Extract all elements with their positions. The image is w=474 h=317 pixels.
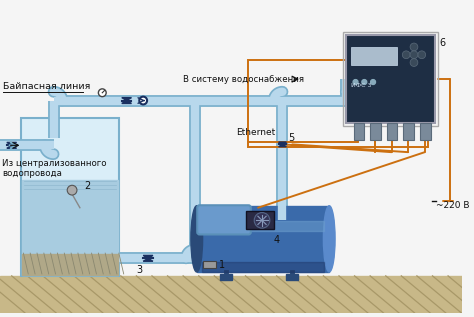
Circle shape bbox=[139, 97, 147, 104]
Circle shape bbox=[402, 51, 410, 59]
Circle shape bbox=[362, 80, 367, 84]
Polygon shape bbox=[122, 98, 131, 100]
Bar bbox=[220, 274, 232, 280]
Polygon shape bbox=[143, 256, 153, 258]
Ellipse shape bbox=[323, 206, 335, 272]
Bar bbox=[248, 60, 428, 147]
Bar bbox=[202, 261, 216, 268]
Circle shape bbox=[67, 185, 77, 195]
Text: В систему водоснабжения: В систему водоснабжения bbox=[183, 74, 304, 84]
Bar bbox=[420, 123, 430, 140]
Bar bbox=[197, 206, 329, 272]
Bar bbox=[246, 210, 273, 229]
Bar bbox=[387, 123, 397, 140]
Bar bbox=[21, 118, 119, 276]
Text: 1: 1 bbox=[219, 260, 225, 270]
Text: Из централизованного
водопровода: Из централизованного водопровода bbox=[2, 159, 107, 178]
Bar bbox=[22, 180, 118, 275]
Text: 5: 5 bbox=[288, 133, 294, 143]
Circle shape bbox=[353, 80, 358, 84]
Text: 6: 6 bbox=[439, 38, 446, 48]
Bar bbox=[0, 276, 462, 313]
Circle shape bbox=[99, 89, 106, 97]
Text: 2: 2 bbox=[84, 181, 90, 191]
Text: 4: 4 bbox=[273, 235, 280, 245]
Bar bbox=[201, 262, 324, 272]
Circle shape bbox=[418, 51, 426, 59]
Bar bbox=[201, 221, 324, 230]
Bar bbox=[286, 274, 298, 280]
Text: ИФС 3: ИФС 3 bbox=[351, 83, 371, 88]
Bar bbox=[351, 47, 397, 64]
Polygon shape bbox=[7, 146, 17, 148]
Bar bbox=[346, 35, 436, 123]
Bar bbox=[343, 32, 438, 126]
Text: Ethernet: Ethernet bbox=[236, 128, 275, 137]
Text: 3: 3 bbox=[137, 265, 143, 275]
Circle shape bbox=[410, 59, 418, 67]
Polygon shape bbox=[143, 258, 153, 261]
Circle shape bbox=[410, 51, 418, 59]
Circle shape bbox=[410, 43, 418, 51]
Polygon shape bbox=[122, 100, 131, 103]
Ellipse shape bbox=[191, 206, 202, 272]
Bar bbox=[370, 123, 381, 140]
Circle shape bbox=[371, 80, 375, 84]
Polygon shape bbox=[279, 144, 286, 147]
Circle shape bbox=[254, 213, 270, 228]
Text: Байпасная линия: Байпасная линия bbox=[3, 82, 91, 91]
FancyBboxPatch shape bbox=[197, 205, 251, 235]
Text: ~220 В: ~220 В bbox=[437, 201, 470, 210]
Bar bbox=[354, 123, 365, 140]
Bar bbox=[22, 254, 118, 275]
Bar bbox=[403, 123, 414, 140]
Polygon shape bbox=[279, 142, 286, 144]
Polygon shape bbox=[7, 142, 17, 146]
